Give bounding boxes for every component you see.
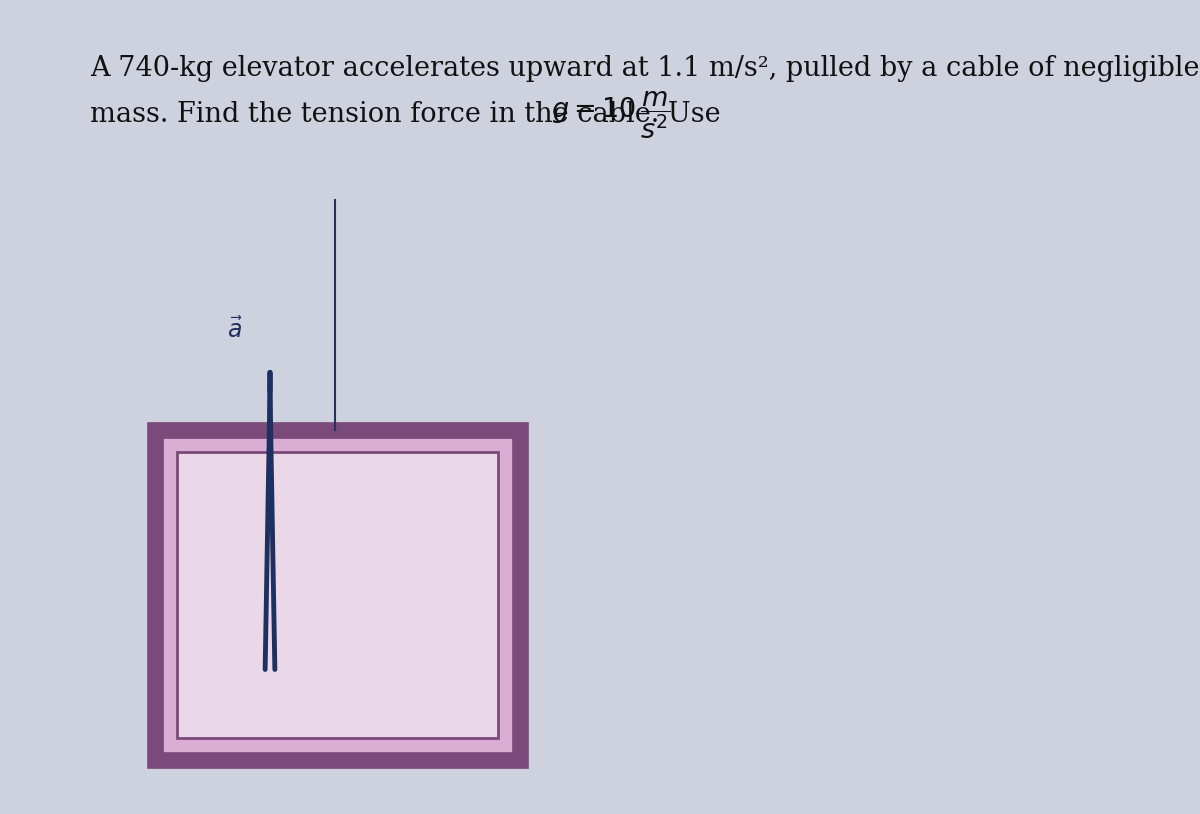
Text: mass. Find the tension force in the cable. Use: mass. Find the tension force in the cabl…	[90, 102, 730, 129]
Bar	[155, 430, 520, 760]
Text: $g = 10\,\dfrac{m}{s^2}$: $g = 10\,\dfrac{m}{s^2}$	[551, 89, 671, 141]
Text: A 740-kg elevator accelerates upward at 1.1 m/s², pulled by a cable of negligibl: A 740-kg elevator accelerates upward at …	[90, 55, 1200, 81]
Text: $\vec{a}$: $\vec{a}$	[227, 317, 244, 343]
Bar	[178, 452, 498, 738]
